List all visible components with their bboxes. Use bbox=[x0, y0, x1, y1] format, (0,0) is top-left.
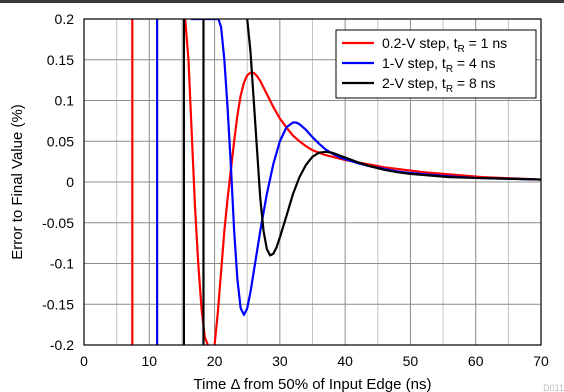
y-tick-label: -0.2 bbox=[50, 337, 74, 353]
y-tick-label: 0.15 bbox=[47, 52, 74, 68]
x-tick-label: 30 bbox=[272, 353, 288, 369]
legend-label: 1-V step, tR = 4 ns bbox=[382, 55, 495, 75]
series-line bbox=[182, 19, 541, 345]
y-tick-label: -0.05 bbox=[42, 215, 74, 231]
y-axis-label: Error to Final Value (%) bbox=[9, 104, 26, 260]
x-tick-label: 50 bbox=[403, 353, 419, 369]
x-tick-label: 10 bbox=[141, 353, 157, 369]
x-axis-label: Time Δ from 50% of Input Edge (ns) bbox=[194, 376, 432, 392]
x-tick-label: 60 bbox=[468, 353, 484, 369]
x-tick-label: 20 bbox=[207, 353, 223, 369]
y-tick-label: -0.15 bbox=[42, 296, 74, 312]
plot-frame bbox=[83, 18, 542, 346]
y-tick-label: 0.1 bbox=[55, 93, 75, 109]
y-tick-label: -0.1 bbox=[50, 256, 74, 272]
series-layer bbox=[131, 19, 541, 345]
series-line bbox=[131, 19, 541, 345]
top-border-line bbox=[0, 0, 564, 3]
x-tick-label: 70 bbox=[533, 353, 549, 369]
legend: 0.2-V step, tR = 1 ns1-V step, tR = 4 ns… bbox=[335, 29, 537, 99]
legend-label: 2-V step, tR = 8 ns bbox=[382, 75, 495, 95]
y-tick-label: 0.05 bbox=[47, 133, 74, 149]
tick-labels: 0 10 20 30 40 50 60 70 0.2 0.15 0.1 0.05 0 -0.05 -0.1 -… bbox=[42, 11, 549, 369]
y-tick-label: 0.2 bbox=[55, 11, 75, 27]
y-tick-label: 0 bbox=[66, 174, 74, 190]
figure-code: D011 bbox=[543, 383, 564, 392]
x-tick-label: 0 bbox=[80, 353, 88, 369]
x-tick-label: 40 bbox=[337, 353, 353, 369]
legend-label: 0.2-V step, tR = 1 ns bbox=[382, 35, 507, 55]
